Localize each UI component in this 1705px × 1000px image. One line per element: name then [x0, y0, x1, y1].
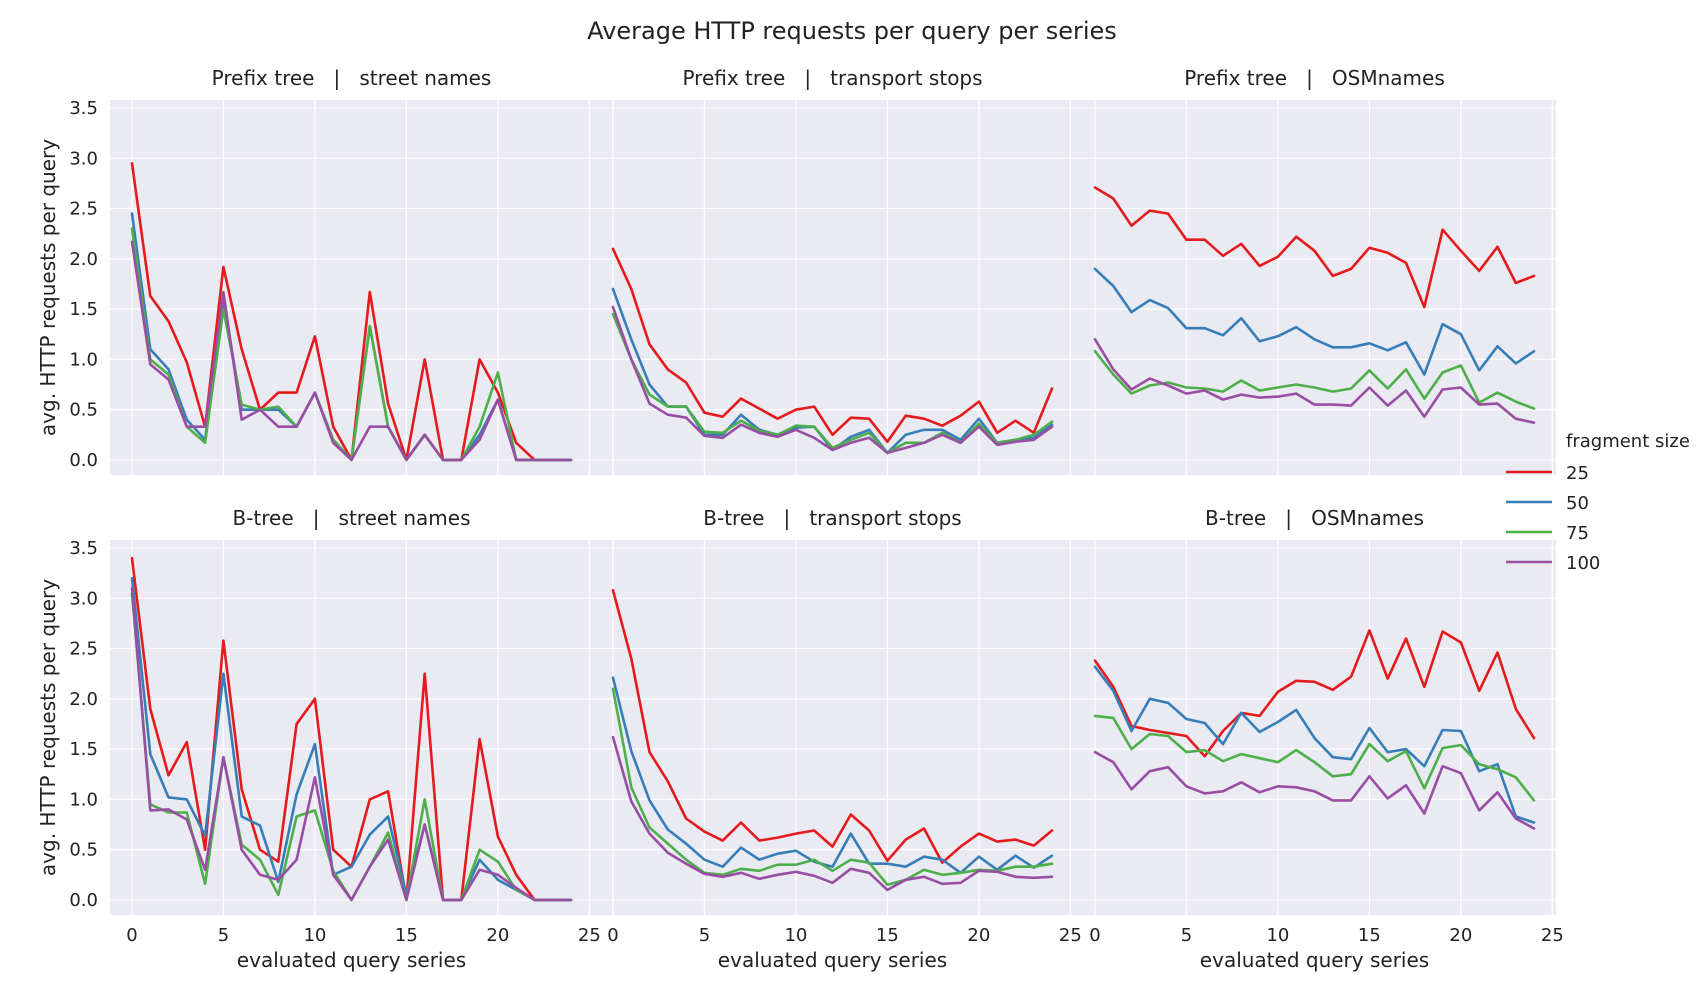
series-line-100	[130, 586, 573, 902]
series-line-25	[1093, 186, 1536, 309]
subplot-title: Prefix tree | transport stops	[682, 66, 982, 90]
subplot-3: Prefix tree | OSMnames	[1073, 66, 1556, 475]
figure-title: Average HTTP requests per query per seri…	[587, 17, 1117, 45]
y-tick-label: 1.5	[69, 299, 98, 320]
x-tick-label: 20	[1449, 925, 1472, 946]
subplot-title: Prefix tree | street names	[212, 66, 492, 90]
subplot-title: Prefix tree | OSMnames	[1184, 66, 1445, 90]
x-tick-label: 10	[784, 925, 807, 946]
plot-area	[591, 100, 1074, 475]
y-tick-label: 1.0	[69, 349, 98, 370]
y-tick-label: 2.5	[69, 199, 98, 220]
legend-label-25: 25	[1566, 463, 1589, 484]
series-line-100	[1093, 750, 1536, 830]
x-tick-label: 25	[1541, 925, 1564, 946]
y-tick-label: 0.5	[69, 400, 98, 421]
plot-area	[1073, 540, 1556, 915]
legend: fragment size 25 50 75 100	[1506, 431, 1690, 574]
panels: 0.0 0.5 1.0 1.5 2.0 2.5 3.0 3.5 Prefix tree | st…	[36, 66, 1564, 972]
plot-area	[110, 100, 593, 475]
x-tick-label: 20	[486, 925, 509, 946]
subplot-title: B-tree | OSMnames	[1205, 506, 1424, 530]
legend-label-75: 75	[1566, 523, 1589, 544]
y-tick-label: 0.0	[69, 890, 98, 911]
series-line-100	[1093, 337, 1536, 425]
x-tick-label: 15	[876, 925, 899, 946]
series-line-25	[611, 247, 1054, 444]
y-axis-label: avg. HTTP requests per query	[36, 139, 60, 436]
subplot-5: 0 5 10 15 20 25 B-tree | transport stops evalua…	[591, 506, 1082, 972]
legend-label-100: 100	[1566, 553, 1600, 574]
y-tick-label: 1.5	[69, 739, 98, 760]
series-line-50	[1093, 267, 1536, 376]
x-tick-label: 5	[1181, 925, 1192, 946]
y-tick-label: 1.0	[69, 789, 98, 810]
series-line-50	[1093, 665, 1536, 824]
plot-area	[591, 540, 1074, 915]
series-line-100	[611, 305, 1054, 455]
x-tick-label: 15	[395, 925, 418, 946]
subplot-4: 0 5 10 15 20 25 0.0 0.5 1.0 1.5 2.0 2.5 3.0 3.5 B-tree…	[36, 506, 601, 972]
legend-title: fragment size	[1566, 431, 1690, 452]
x-tick-label: 10	[303, 925, 326, 946]
subplot-6: 0 5 10 15 20 25 B-tree | OSMnames evaluated que…	[1073, 506, 1564, 972]
x-tick-label: 10	[1266, 925, 1289, 946]
x-tick-label: 15	[1358, 925, 1381, 946]
series-line-100	[130, 240, 573, 462]
y-axis-label: avg. HTTP requests per query	[36, 579, 60, 876]
x-tick-label: 25	[1059, 925, 1082, 946]
x-tick-label: 5	[218, 925, 229, 946]
plot-area	[110, 540, 593, 915]
subplot-2: Prefix tree | transport stops	[591, 66, 1074, 475]
series-line-100	[611, 735, 1054, 892]
legend-label-50: 50	[1566, 493, 1589, 514]
x-axis-label: evaluated query series	[1200, 948, 1429, 972]
x-tick-label: 0	[1089, 925, 1100, 946]
y-tick-label: 3.0	[69, 588, 98, 609]
series-line-50	[611, 676, 1054, 875]
subplot-1: 0.0 0.5 1.0 1.5 2.0 2.5 3.0 3.5 Prefix tree | st…	[36, 66, 593, 475]
y-tick-label: 2.0	[69, 689, 98, 710]
y-tick-label: 0.0	[69, 450, 98, 471]
x-axis-label: evaluated query series	[237, 948, 466, 972]
x-tick-label: 20	[967, 925, 990, 946]
series-line-25	[1093, 629, 1536, 758]
plot-area	[1073, 100, 1556, 475]
y-tick-label: 2.0	[69, 249, 98, 270]
y-tick-label: 0.5	[69, 840, 98, 861]
subplot-title: B-tree | transport stops	[703, 506, 961, 530]
subplot-title: B-tree | street names	[232, 506, 470, 530]
series-line-75	[1093, 714, 1536, 802]
x-tick-label: 5	[699, 925, 710, 946]
y-tick-label: 2.5	[69, 639, 98, 660]
y-tick-label: 3.5	[69, 98, 98, 119]
x-tick-label: 0	[607, 925, 618, 946]
series-line-25	[611, 588, 1054, 865]
series-line-75	[611, 312, 1054, 455]
x-tick-label: 25	[578, 925, 601, 946]
x-axis-label: evaluated query series	[718, 948, 947, 972]
series-line-50	[130, 576, 573, 902]
x-tick-label: 0	[126, 925, 137, 946]
y-tick-label: 3.0	[69, 148, 98, 169]
series-line-75	[1093, 349, 1536, 410]
y-tick-label: 3.5	[69, 538, 98, 559]
